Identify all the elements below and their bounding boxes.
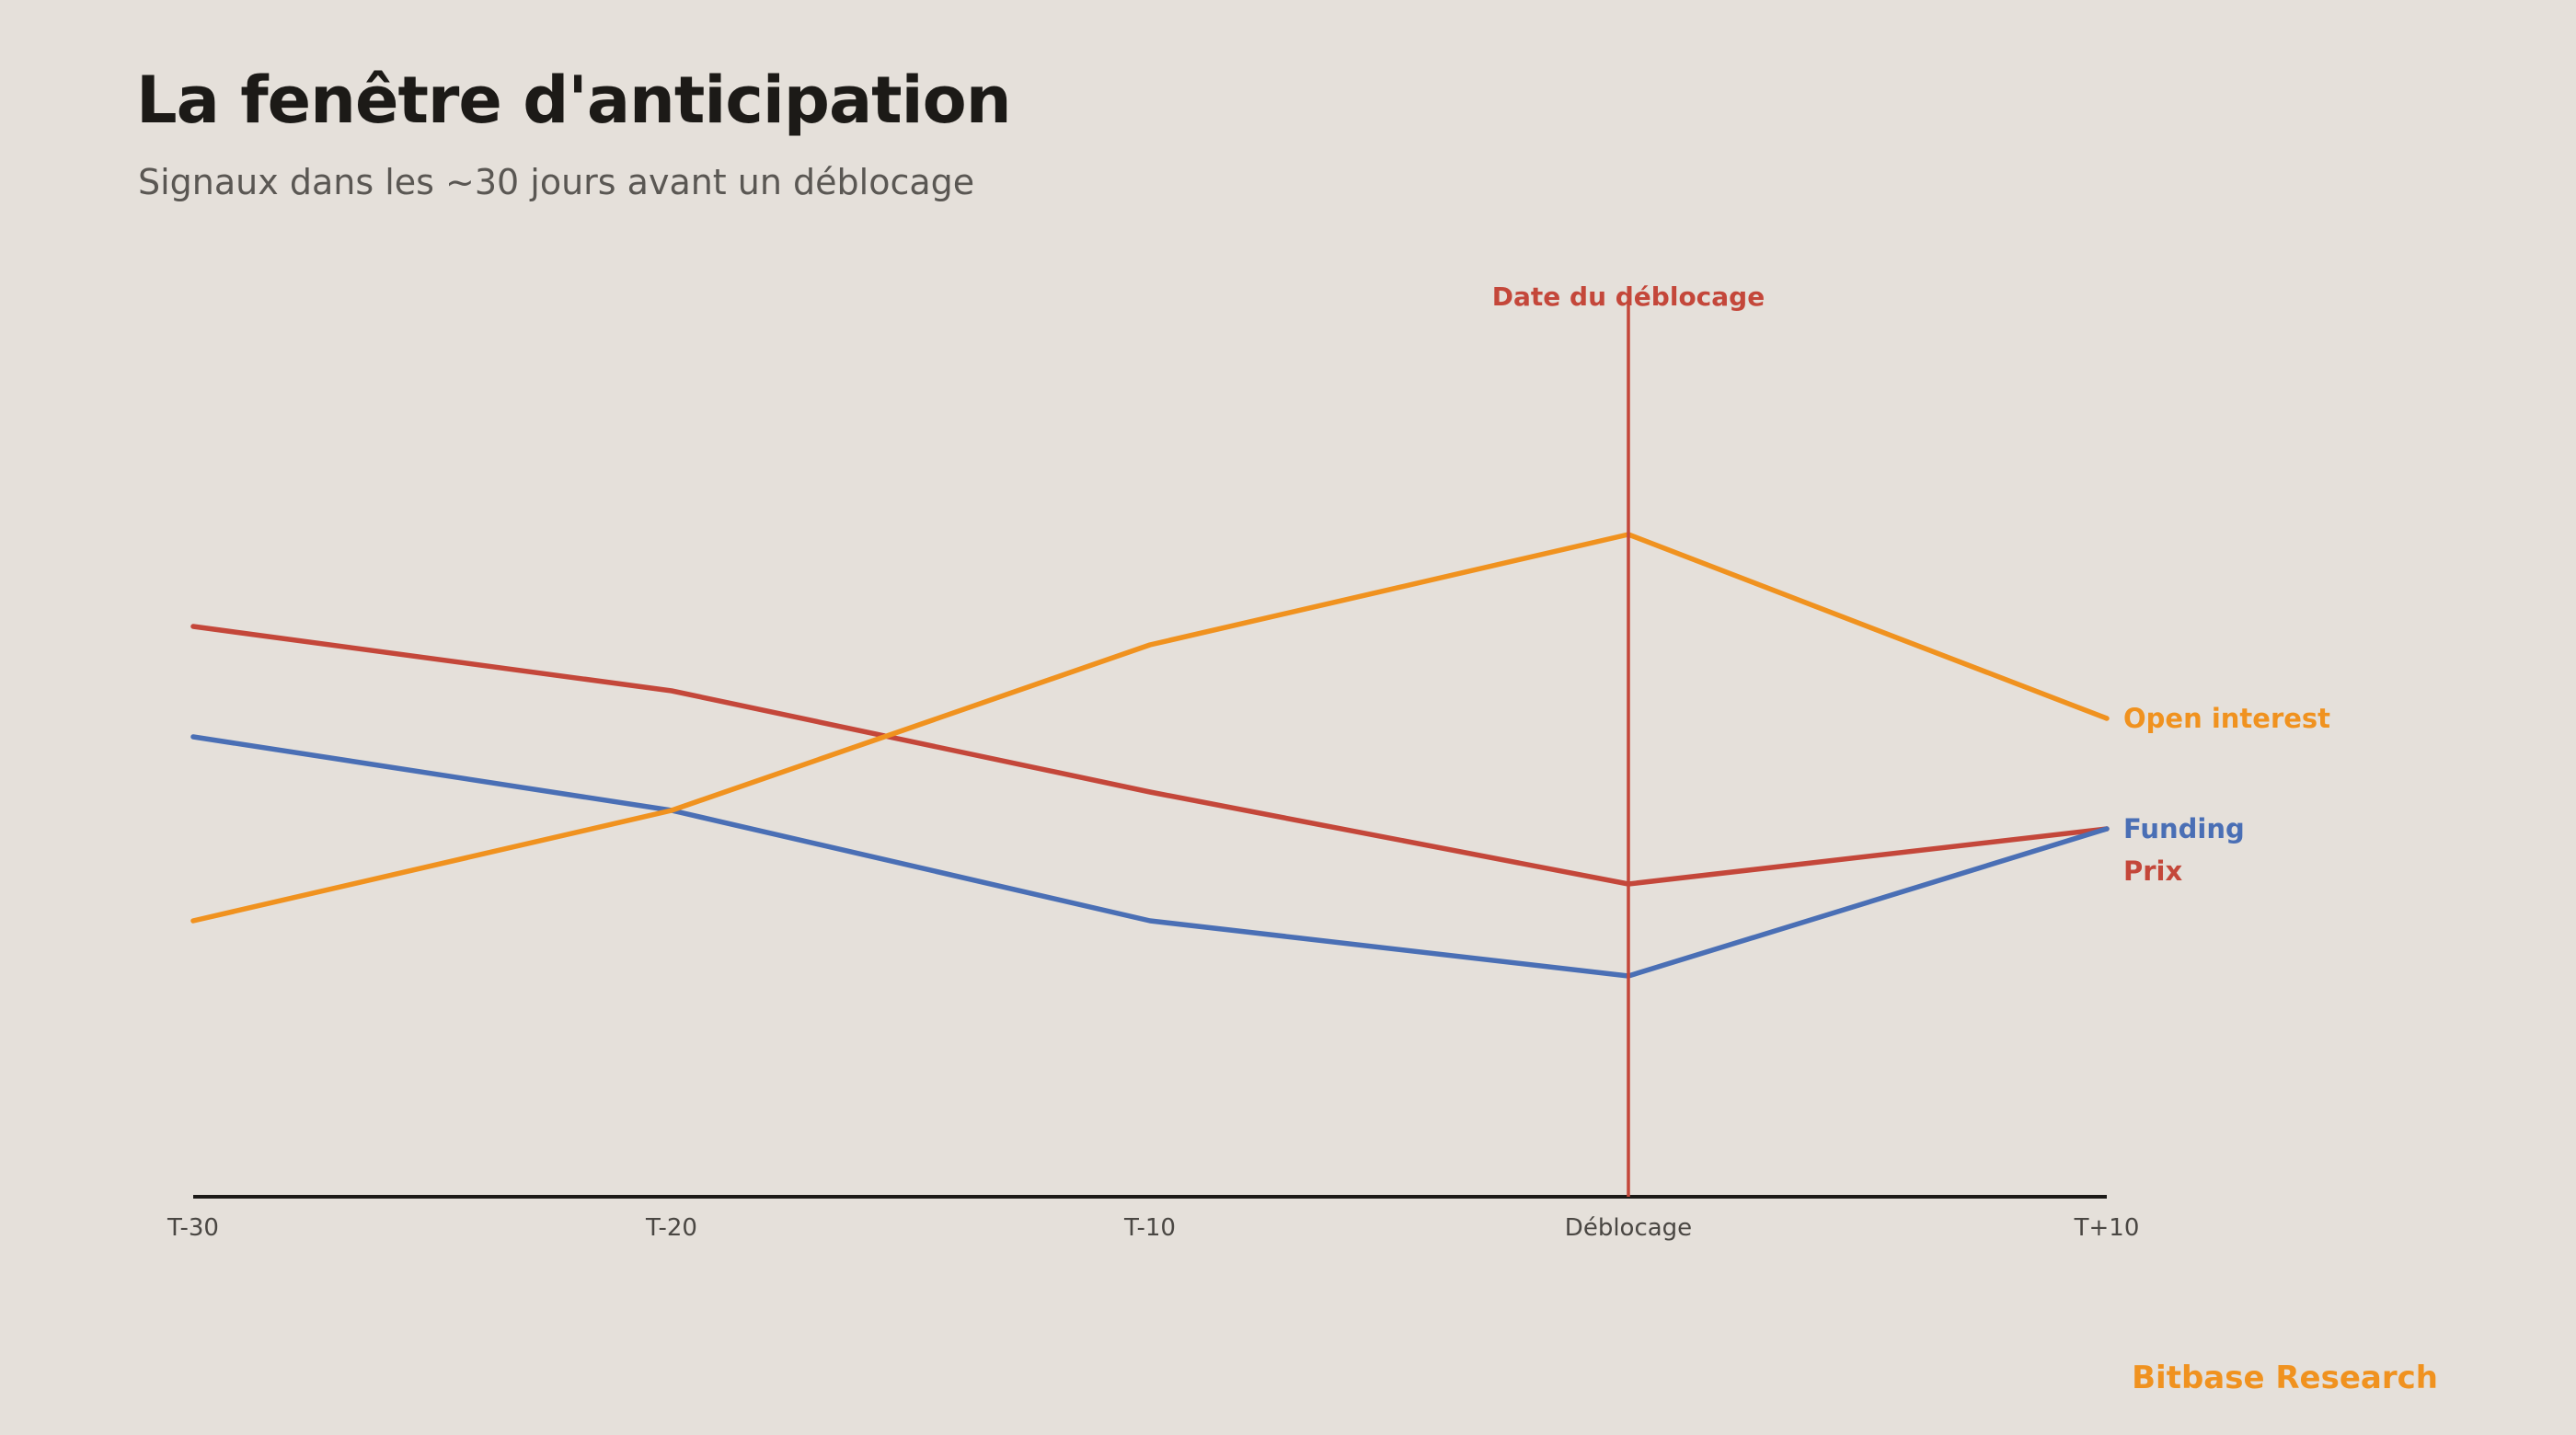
series-line-funding [190, 734, 2110, 979]
series-label: Prix [2123, 855, 2182, 887]
annotation-label: Date du déblocage [1492, 281, 1765, 312]
series-line-open-interest [190, 532, 2110, 924]
series-label: Open interest [2123, 703, 2330, 734]
x-tick-label: T+10 [2074, 1214, 2140, 1242]
series-label: Funding [2123, 813, 2245, 844]
chart-title: La fenêtre d'anticipation [136, 63, 1012, 138]
chart-subtitle: Signaux dans les ~30 jours avant un débl… [138, 162, 975, 202]
brand-label: Bitbase Research [2132, 1360, 2438, 1396]
x-tick-label: T-20 [645, 1214, 697, 1242]
x-tick-label: T-10 [1123, 1214, 1176, 1242]
x-tick-label: Déblocage [1565, 1214, 1692, 1242]
series-line-prix [190, 624, 2110, 887]
x-tick-label: T-30 [167, 1214, 219, 1242]
